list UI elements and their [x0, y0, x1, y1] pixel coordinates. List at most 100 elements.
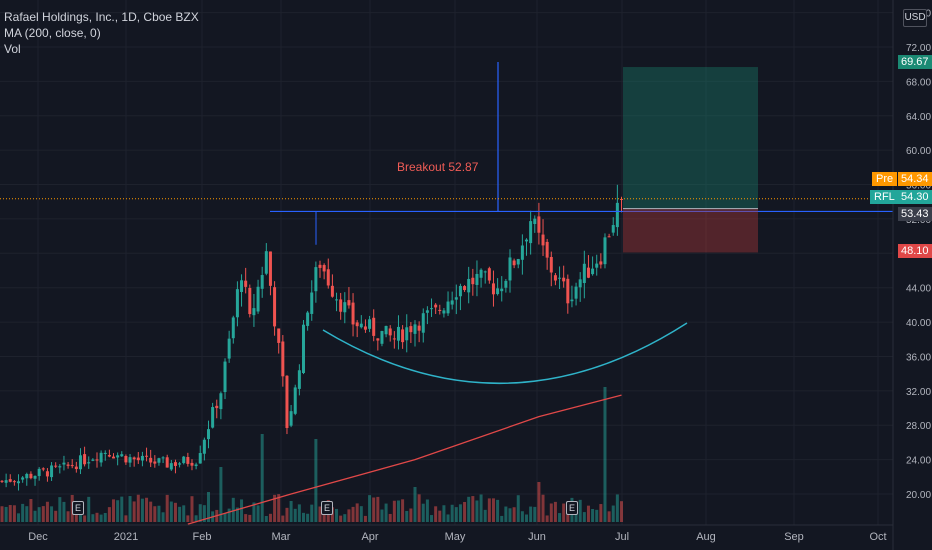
volume-bar: [615, 494, 619, 522]
volume-bar: [347, 509, 351, 522]
volume-bar: [330, 507, 334, 522]
candle-body: [384, 325, 388, 335]
candle-body: [112, 456, 116, 459]
volume-bar: [549, 503, 553, 522]
candle-body: [351, 302, 355, 325]
candle-body: [483, 271, 487, 273]
candle-body: [434, 304, 438, 308]
volume-bar: [611, 505, 615, 522]
volume-bar: [430, 515, 434, 522]
drawings: [0, 62, 893, 525]
candle-body: [562, 277, 566, 282]
candle-body: [124, 455, 128, 463]
candle-body: [442, 310, 446, 314]
volume-bar: [504, 506, 508, 522]
candle-body: [62, 462, 66, 465]
candle-body: [512, 260, 516, 266]
candle-body: [244, 280, 248, 287]
candle-body: [454, 297, 458, 300]
volume-bar: [244, 514, 248, 522]
candle-body: [198, 453, 202, 464]
volume-bar: [314, 439, 318, 522]
symbol-title[interactable]: Rafael Holdings, Inc., 1D, Cboe BZX: [4, 10, 199, 24]
x-tick-label: Aug: [696, 531, 716, 543]
breakout-annotation[interactable]: Breakout 52.87: [397, 160, 479, 174]
candlesticks: [0, 184, 623, 491]
candle-body: [41, 468, 45, 470]
earnings-marker[interactable]: E: [72, 501, 84, 515]
volume-bar: [165, 494, 169, 522]
volume-bar: [145, 497, 149, 522]
volume-bar: [161, 512, 165, 522]
y-tick-label: 56.00: [906, 181, 931, 192]
volume-bar: [516, 495, 520, 522]
volume-bar: [388, 513, 392, 522]
candle-body: [363, 326, 367, 330]
ma-indicator-label[interactable]: MA (200, close, 0): [4, 26, 101, 40]
volume-bar: [231, 497, 235, 522]
candle-body: [314, 267, 318, 292]
volume-bar: [363, 515, 367, 522]
candle-body: [277, 328, 281, 343]
candle-body: [586, 267, 590, 278]
candle-body: [260, 275, 264, 289]
volume-bar: [198, 504, 202, 522]
candle-body: [227, 338, 231, 359]
candle-body: [289, 411, 293, 426]
volume-bar: [434, 506, 438, 522]
volume-bar: [227, 508, 231, 522]
candle-body: [252, 308, 256, 316]
volume-bar: [578, 499, 582, 522]
volume-bar: [54, 510, 58, 522]
candle-body: [392, 338, 396, 340]
volume-bar: [529, 506, 533, 522]
volume-bar: [599, 504, 603, 522]
candle-body: [574, 286, 578, 299]
candle-body: [190, 462, 194, 466]
volume-bar: [409, 508, 413, 522]
candle-body: [326, 269, 330, 286]
volume-bar: [285, 507, 289, 522]
volume-bar: [25, 506, 29, 522]
volume-bar: [368, 495, 372, 522]
volume-bar: [376, 496, 380, 522]
candle-body: [396, 326, 400, 341]
candle-body: [74, 466, 78, 470]
candle-body: [83, 454, 87, 465]
candle-body: [500, 288, 504, 292]
candle-body: [516, 258, 520, 265]
earnings-marker[interactable]: E: [566, 501, 578, 515]
candle-body: [231, 317, 235, 339]
volume-bar: [471, 496, 475, 522]
x-tick-label: 2021: [114, 531, 138, 543]
candle-body: [66, 464, 70, 466]
earnings-marker[interactable]: E: [321, 501, 333, 515]
volume-bar: [359, 506, 363, 522]
volume-bar: [173, 502, 177, 522]
volume-indicator-label[interactable]: Vol: [4, 42, 21, 56]
volume-bar: [194, 515, 198, 522]
volume-bar: [401, 499, 405, 522]
target-price-label: 69.67: [898, 55, 932, 69]
volume-bar: [140, 498, 144, 522]
candle-body: [91, 459, 95, 461]
volume-bar: [558, 513, 562, 522]
currency-button[interactable]: USD: [903, 9, 927, 27]
pre-market-price: 54.34: [898, 172, 932, 186]
candle-body: [376, 338, 380, 341]
candle-body: [165, 457, 169, 468]
x-tick-label: Feb: [193, 531, 212, 543]
symbol-price-name: RFL: [870, 190, 899, 204]
volume-bar: [450, 504, 454, 522]
y-tick-label: 68.00: [906, 77, 931, 88]
candle-body: [45, 471, 49, 477]
volume-bar: [446, 514, 450, 522]
candle-body: [558, 277, 562, 279]
candle-body: [17, 481, 21, 484]
candle-body: [335, 299, 339, 301]
candle-body: [607, 236, 611, 238]
candle-body: [149, 457, 153, 463]
volume-bar: [537, 482, 541, 522]
